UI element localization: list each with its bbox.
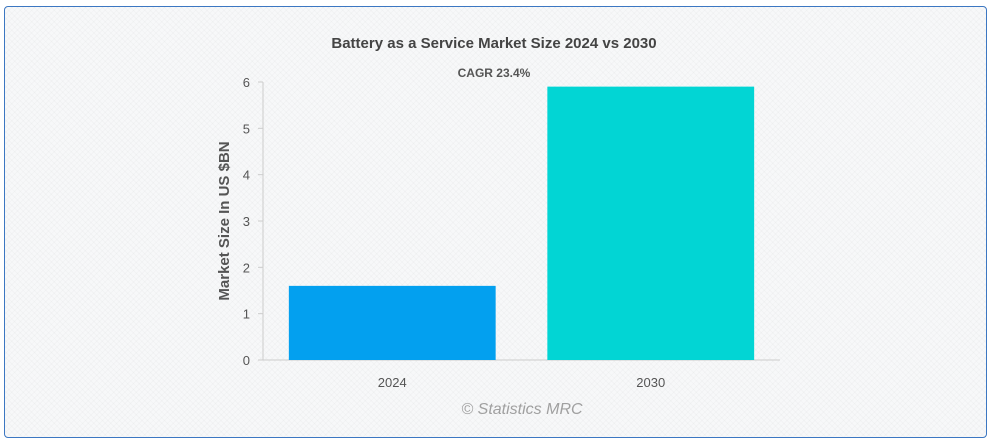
x-tick-label: 2030 <box>636 375 665 390</box>
y-tick-label: 6 <box>243 75 250 90</box>
bars <box>288 86 755 360</box>
y-tick-label: 0 <box>243 353 250 368</box>
y-tick-label: 3 <box>243 214 250 229</box>
y-axis-ticks: 0 1 2 3 4 5 6 <box>243 75 263 368</box>
y-tick-label: 5 <box>243 121 250 136</box>
y-tick-label: 4 <box>243 168 250 183</box>
bar-2024[interactable] <box>288 285 496 360</box>
y-tick-label: 1 <box>243 307 250 322</box>
x-axis-ticks: 2024 2030 <box>378 375 665 390</box>
cagr-annotation: CAGR 23.4% <box>458 66 531 80</box>
chart-title: Battery as a Service Market Size 2024 vs… <box>331 35 656 52</box>
x-tick-label: 2024 <box>378 375 407 390</box>
chart-container <box>4 6 987 438</box>
y-axis-label: Market Size In US $BN <box>216 141 233 300</box>
source-credit: © Statistics MRC <box>461 401 583 418</box>
bar-2030[interactable] <box>547 86 755 360</box>
y-tick-label: 2 <box>243 260 250 275</box>
